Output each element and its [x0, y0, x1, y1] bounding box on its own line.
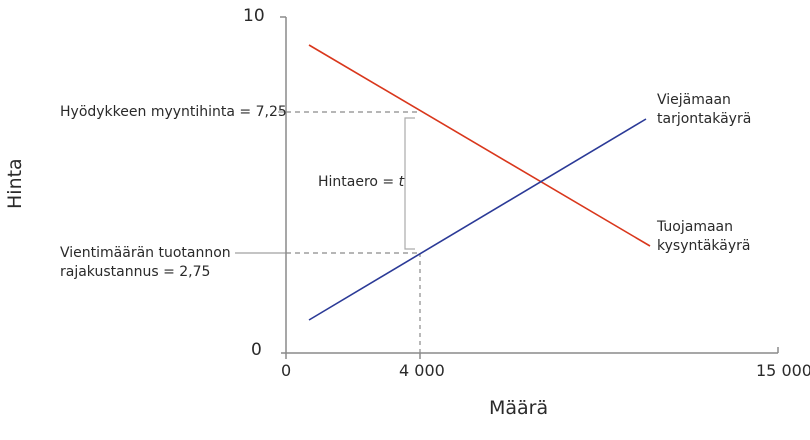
x-tick-4000: 4 000	[399, 361, 445, 380]
price-label: Hyödykkeen myyntihinta = 7,25	[60, 104, 287, 120]
x-tick-15000: 15 000	[756, 361, 810, 380]
demand-label-line1: Tuojamaan	[657, 219, 734, 235]
demand-label-line2: kysyntäkäyrä	[657, 238, 751, 254]
price-gap-label: Hintaero = t	[318, 173, 404, 191]
y-axis-title: Hinta	[4, 158, 26, 209]
x-tick-0: 0	[281, 361, 292, 380]
price-gap-label-text: Hintaero =	[318, 174, 399, 190]
supply-label-line2: tarjontakäyrä	[657, 111, 752, 127]
cost-label-line1: Vientimäärän tuotannon	[60, 245, 231, 261]
supply-label-line1: Viejämaan	[657, 92, 731, 108]
cost-label-line2: rajakustannus = 2,75	[60, 264, 211, 280]
price-gap-bracket	[404, 117, 415, 250]
demand-curve	[308, 44, 651, 247]
price-gap-variable: t	[398, 174, 405, 190]
y-tick-0: 0	[251, 340, 262, 360]
supply-curve	[308, 118, 647, 321]
x-axis-title: Määrä	[489, 397, 549, 419]
y-tick-10: 10	[243, 6, 265, 26]
